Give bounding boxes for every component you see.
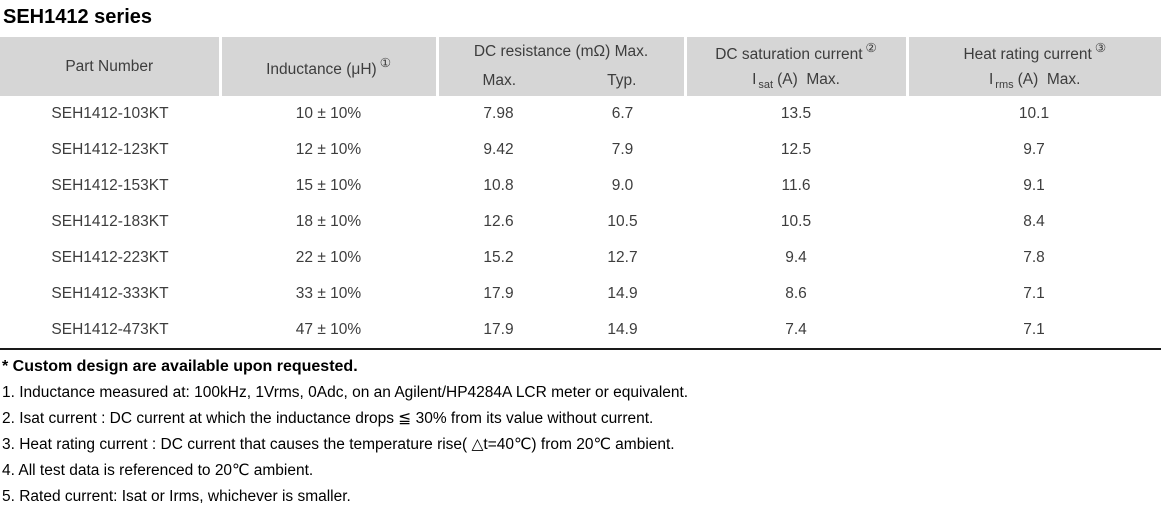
col-header-dc-resistance: DC resistance (mΩ) Max. <box>435 37 685 66</box>
cell-dcr-max: 17.9 <box>437 312 560 349</box>
table-row: SEH1412-123KT 12 ± 10% 9.42 7.9 12.5 9.7 <box>0 132 1161 168</box>
cell-isat: 8.6 <box>685 276 907 312</box>
cell-inductance: 33 ± 10% <box>220 276 437 312</box>
subcol-header-dcr-max: Max. <box>435 66 560 96</box>
irms-units: (A) Max. <box>1017 71 1081 88</box>
cell-part-number: SEH1412-223KT <box>0 240 220 276</box>
cell-dcr-max: 17.9 <box>437 276 560 312</box>
inductance-label: Inductance (μH) <box>266 60 377 78</box>
cell-isat: 7.4 <box>685 312 907 349</box>
cell-irms: 7.1 <box>907 312 1161 349</box>
cell-inductance: 10 ± 10% <box>220 96 437 132</box>
series-title: SEH1412 series <box>3 6 153 28</box>
heat-rating-label: Heat rating current <box>963 45 1092 63</box>
isat-symbol: I <box>752 71 757 88</box>
col-header-inductance: Inductance (μH) ① <box>218 37 437 96</box>
cell-inductance: 12 ± 10% <box>220 132 437 168</box>
table-row: SEH1412-333KT 33 ± 10% 17.9 14.9 8.6 7.1 <box>0 276 1161 312</box>
footnote-4: 4. All test data is referenced to 20℃ am… <box>2 462 314 479</box>
custom-design-note: * Custom design are available upon reque… <box>2 358 358 375</box>
cell-dcr-typ: 6.7 <box>560 96 685 132</box>
cell-dcr-typ: 14.9 <box>560 276 685 312</box>
cell-dcr-max: 12.6 <box>437 204 560 240</box>
cell-part-number: SEH1412-333KT <box>0 276 220 312</box>
cell-isat: 12.5 <box>685 132 907 168</box>
table-row: SEH1412-223KT 22 ± 10% 15.2 12.7 9.4 7.8 <box>0 240 1161 276</box>
dc-saturation-label: DC saturation current <box>715 45 863 63</box>
cell-isat: 9.4 <box>685 240 907 276</box>
footnotes-section: * Custom design are available upon reque… <box>0 350 1161 510</box>
footnote-ref-2-icon: ② <box>865 40 877 55</box>
cell-irms: 8.4 <box>907 204 1161 240</box>
spec-table: Part Number Inductance (μH) ① DC resistan… <box>0 37 1161 350</box>
table-row: SEH1412-183KT 18 ± 10% 12.6 10.5 10.5 8.… <box>0 204 1161 240</box>
footnote-2: 2. Isat current : DC current at which th… <box>2 410 654 427</box>
footnote-1: 1. Inductance measured at: 100kHz, 1Vrms… <box>2 384 689 401</box>
cell-isat: 10.5 <box>685 204 907 240</box>
cell-dcr-max: 15.2 <box>437 240 560 276</box>
cell-part-number: SEH1412-123KT <box>0 132 220 168</box>
cell-dcr-typ: 10.5 <box>560 204 685 240</box>
cell-dcr-typ: 12.7 <box>560 240 685 276</box>
cell-dcr-max: 10.8 <box>437 168 560 204</box>
cell-part-number: SEH1412-183KT <box>0 204 220 240</box>
cell-irms: 7.8 <box>907 240 1161 276</box>
cell-inductance: 15 ± 10% <box>220 168 437 204</box>
cell-dcr-typ: 14.9 <box>560 312 685 349</box>
cell-dcr-typ: 9.0 <box>560 168 685 204</box>
table-row: SEH1412-153KT 15 ± 10% 10.8 9.0 11.6 9.1 <box>0 168 1161 204</box>
irms-symbol: I <box>988 71 994 88</box>
col-header-dc-saturation: DC saturation current ② <box>683 37 907 66</box>
cell-irms: 7.1 <box>907 276 1161 312</box>
footnote-5: 5. Rated current: Isat or Irms, whicheve… <box>2 488 351 505</box>
table-row: SEH1412-473KT 47 ± 10% 17.9 14.9 7.4 7.1 <box>0 312 1161 349</box>
cell-dcr-max: 7.98 <box>437 96 560 132</box>
cell-isat: 11.6 <box>685 168 907 204</box>
cell-irms: 9.7 <box>907 132 1161 168</box>
cell-irms: 9.1 <box>907 168 1161 204</box>
isat-units: (A) Max. <box>777 71 840 88</box>
cell-inductance: 47 ± 10% <box>220 312 437 349</box>
irms-subscript: rms <box>995 79 1014 91</box>
footnote-3: 3. Heat rating current : DC current that… <box>2 436 675 453</box>
footnote-ref-3-icon: ③ <box>1094 40 1107 55</box>
cell-part-number: SEH1412-103KT <box>0 96 220 132</box>
cell-inductance: 18 ± 10% <box>220 204 437 240</box>
cell-part-number: SEH1412-153KT <box>0 168 220 204</box>
cell-irms: 10.1 <box>907 96 1161 132</box>
cell-dcr-typ: 7.9 <box>560 132 685 168</box>
spec-table-body: SEH1412-103KT 10 ± 10% 7.98 6.7 13.5 10.… <box>0 96 1161 349</box>
header-row-groups: Part Number Inductance (μH) ① DC resistan… <box>0 37 1161 96</box>
cell-isat: 13.5 <box>685 96 907 132</box>
spec-table-header: Part Number Inductance (μH) ① DC resistan… <box>0 37 1161 96</box>
cell-inductance: 22 ± 10% <box>220 240 437 276</box>
col-header-heat-rating: Heat rating current ③ <box>905 37 1161 66</box>
isat-subscript: sat <box>758 79 774 91</box>
cell-dcr-max: 9.42 <box>437 132 560 168</box>
subcol-header-dcr-typ: Typ. <box>560 66 685 96</box>
cell-part-number: SEH1412-473KT <box>0 312 220 349</box>
table-row: SEH1412-103KT 10 ± 10% 7.98 6.7 13.5 10.… <box>0 96 1161 132</box>
footnote-ref-1-icon: ① <box>379 55 391 70</box>
col-header-part-number: Part Number <box>0 37 220 96</box>
